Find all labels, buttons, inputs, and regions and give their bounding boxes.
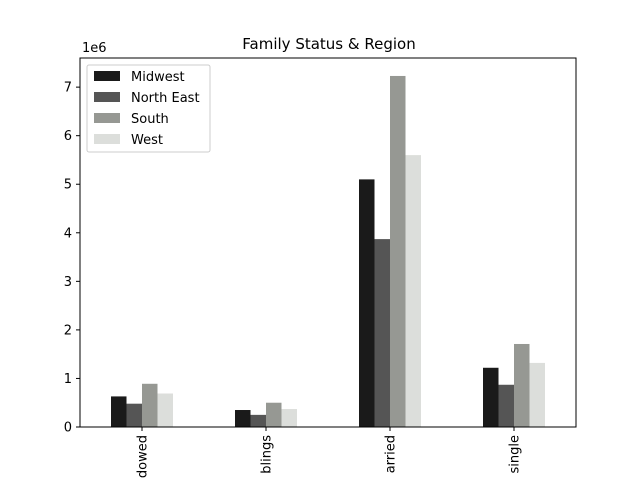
bar-north-east-siblings [250,414,266,427]
x-tick-label: arried [384,435,399,473]
legend-swatch [94,71,120,81]
bar-south-siblings [266,402,282,427]
bars-group [111,75,545,428]
x-tick-label: dowed [136,435,151,478]
legend-swatch [94,113,120,123]
y-tick-label: 7 [64,81,72,96]
bar-west-married [405,155,421,428]
legend: Midwest North East South West [86,64,211,153]
bar-south-widowed [142,383,158,427]
y-tick-label: 2 [64,323,72,338]
bar-west-siblings [281,409,297,427]
legend-label: South [131,112,169,127]
bar-north-east-widowed [126,403,142,427]
x-tick-label: blings [260,435,275,474]
legend-label: West [131,133,163,148]
bar-west-single [529,362,545,427]
x-axis: dowed blings arried single [136,427,523,478]
y-tick-label: 0 [64,421,72,436]
x-tick-label: single [508,435,523,474]
bar-south-married [390,75,406,428]
bar-midwest-widowed [111,396,127,427]
y-tick-label: 6 [64,129,72,144]
y-tick-label: 1 [64,372,72,387]
legend-label: North East [131,91,200,106]
y-tick-label: 3 [64,275,72,290]
legend-swatch [94,134,120,144]
bar-midwest-married [359,179,375,427]
bar-midwest-single [483,367,499,427]
y-axis-offset-label: 1e6 [82,41,107,56]
y-tick-label: 4 [64,226,72,241]
y-axis: 0 1 2 3 4 5 6 7 [64,81,80,436]
legend-box [86,64,211,153]
chart-title: Family Status & Region [242,35,415,53]
bar-midwest-siblings [235,410,251,427]
plot-area [79,57,577,428]
bar-south-single [514,343,530,427]
bar-north-east-married [374,239,390,427]
bar-west-widowed [157,393,173,427]
y-tick-label: 5 [64,178,72,193]
bar-north-east-single [498,384,514,427]
legend-label: Midwest [131,70,185,85]
legend-swatch [94,92,120,102]
